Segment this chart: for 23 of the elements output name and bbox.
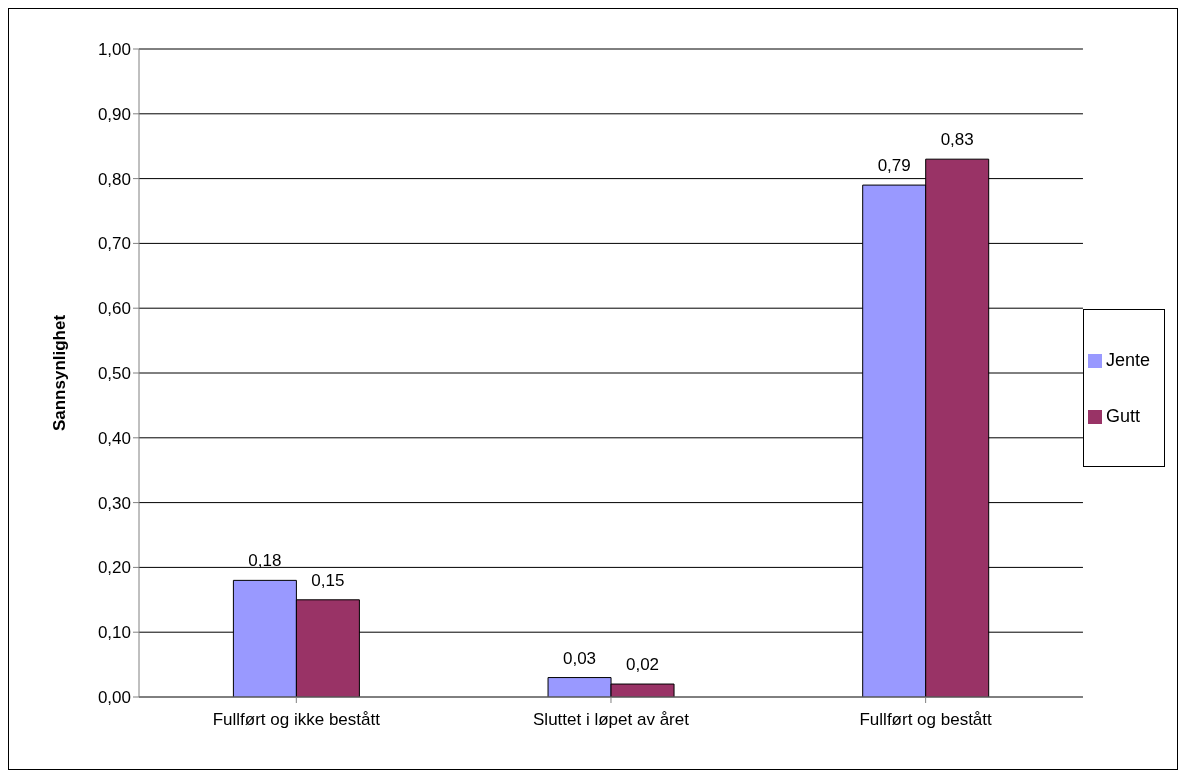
data-label: 0,18 [248, 551, 282, 571]
y-tick-label: 0,10 [97, 623, 131, 643]
y-tick-label: 0,00 [97, 688, 131, 708]
legend-label: Gutt [1105, 406, 1140, 426]
data-label: 0,03 [563, 648, 597, 668]
x-tick-label: Fullført og ikke bestått [212, 710, 381, 730]
data-label: 0,02 [626, 655, 660, 675]
y-tick-label: 0,60 [97, 299, 131, 319]
y-tick-label: 0,80 [97, 169, 131, 189]
y-tick-label: 0,50 [97, 364, 131, 384]
y-tick-label: 0,40 [97, 428, 131, 448]
y-tick-label: 0,20 [97, 558, 131, 578]
data-label: 0,15 [311, 570, 345, 590]
data-label: 0,79 [877, 156, 911, 176]
y-tick-label: 0,90 [97, 104, 131, 124]
y-axis-title: Sannsynlighet [50, 314, 70, 432]
data-label: 0,83 [940, 130, 974, 150]
y-tick-label: 1,00 [97, 40, 131, 60]
x-tick-label: Fullført og bestått [859, 710, 993, 730]
y-tick-label: 0,30 [97, 493, 131, 513]
legend-label: Jente [1105, 350, 1150, 370]
y-tick-label: 0,70 [97, 234, 131, 254]
x-tick-label: Sluttet i løpet av året [533, 710, 690, 730]
